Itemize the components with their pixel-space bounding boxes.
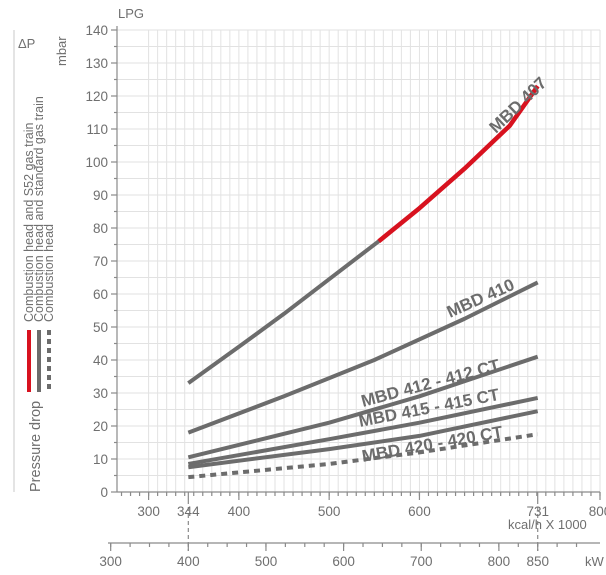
x2-tick-label: 700 (410, 554, 433, 569)
y-tick-label: 50 (93, 320, 108, 335)
x2-tick-label: 850 (526, 554, 549, 569)
x1-tick-label: 600 (408, 504, 431, 519)
series-line (188, 432, 539, 480)
y-tick-label: 120 (85, 89, 108, 104)
y-tick-label: 140 (85, 23, 108, 38)
legend-label-standard: Combustion head and standard gas train (32, 96, 46, 322)
series-line (188, 409, 539, 470)
x1-tick-label: 800 (589, 504, 606, 519)
y-tick-label: 20 (93, 419, 108, 434)
y-tick-label: 30 (93, 386, 108, 401)
y-tick-label: 0 (100, 485, 108, 500)
legend-label-s52: Combustion head and S52 gas train (22, 123, 36, 322)
x-axis-2-label: kW (585, 554, 605, 569)
delta-p-symbol: ΔP (18, 36, 35, 51)
series-label: MBD 407 (486, 73, 551, 137)
y-tick-label: 130 (85, 56, 108, 71)
y-tick-label: 10 (93, 452, 108, 467)
series-line-highlight (377, 84, 540, 243)
y-tick-label: 60 (93, 287, 108, 302)
series-line (187, 395, 539, 466)
series-line (187, 280, 539, 435)
y-tick-label: 40 (93, 353, 108, 368)
series-line (187, 354, 539, 460)
y-tick-label: 70 (93, 254, 108, 269)
x1-tick-label: 344 (177, 504, 200, 519)
y-tick-label: 100 (85, 155, 108, 170)
y-tick-label: 90 (93, 188, 108, 203)
y-axis-label: Pressure drop (28, 401, 44, 492)
x1-tick-label: 731 (526, 504, 549, 519)
x1-tick-label: 400 (228, 504, 251, 519)
y-unit-label: mbar (54, 36, 69, 66)
x2-tick-label: 800 (488, 554, 511, 569)
x2-tick-label: 400 (177, 554, 200, 569)
series-lines (187, 84, 540, 480)
y-tick-label: 110 (86, 122, 108, 137)
axes (108, 26, 601, 551)
x1-tick-label: 300 (137, 504, 160, 519)
y-tick-label: 80 (93, 221, 108, 236)
legend-label-head: Combustion head (42, 224, 56, 322)
series-line (187, 84, 540, 385)
x2-tick-label: 600 (332, 554, 355, 569)
x2-tick-label: 500 (255, 554, 278, 569)
x1-tick-label: 500 (318, 504, 341, 519)
x2-tick-label: 300 (99, 554, 122, 569)
chart-title: LPG (118, 6, 144, 21)
x-axis-1-label: kcal/h X 1000 (508, 517, 587, 532)
